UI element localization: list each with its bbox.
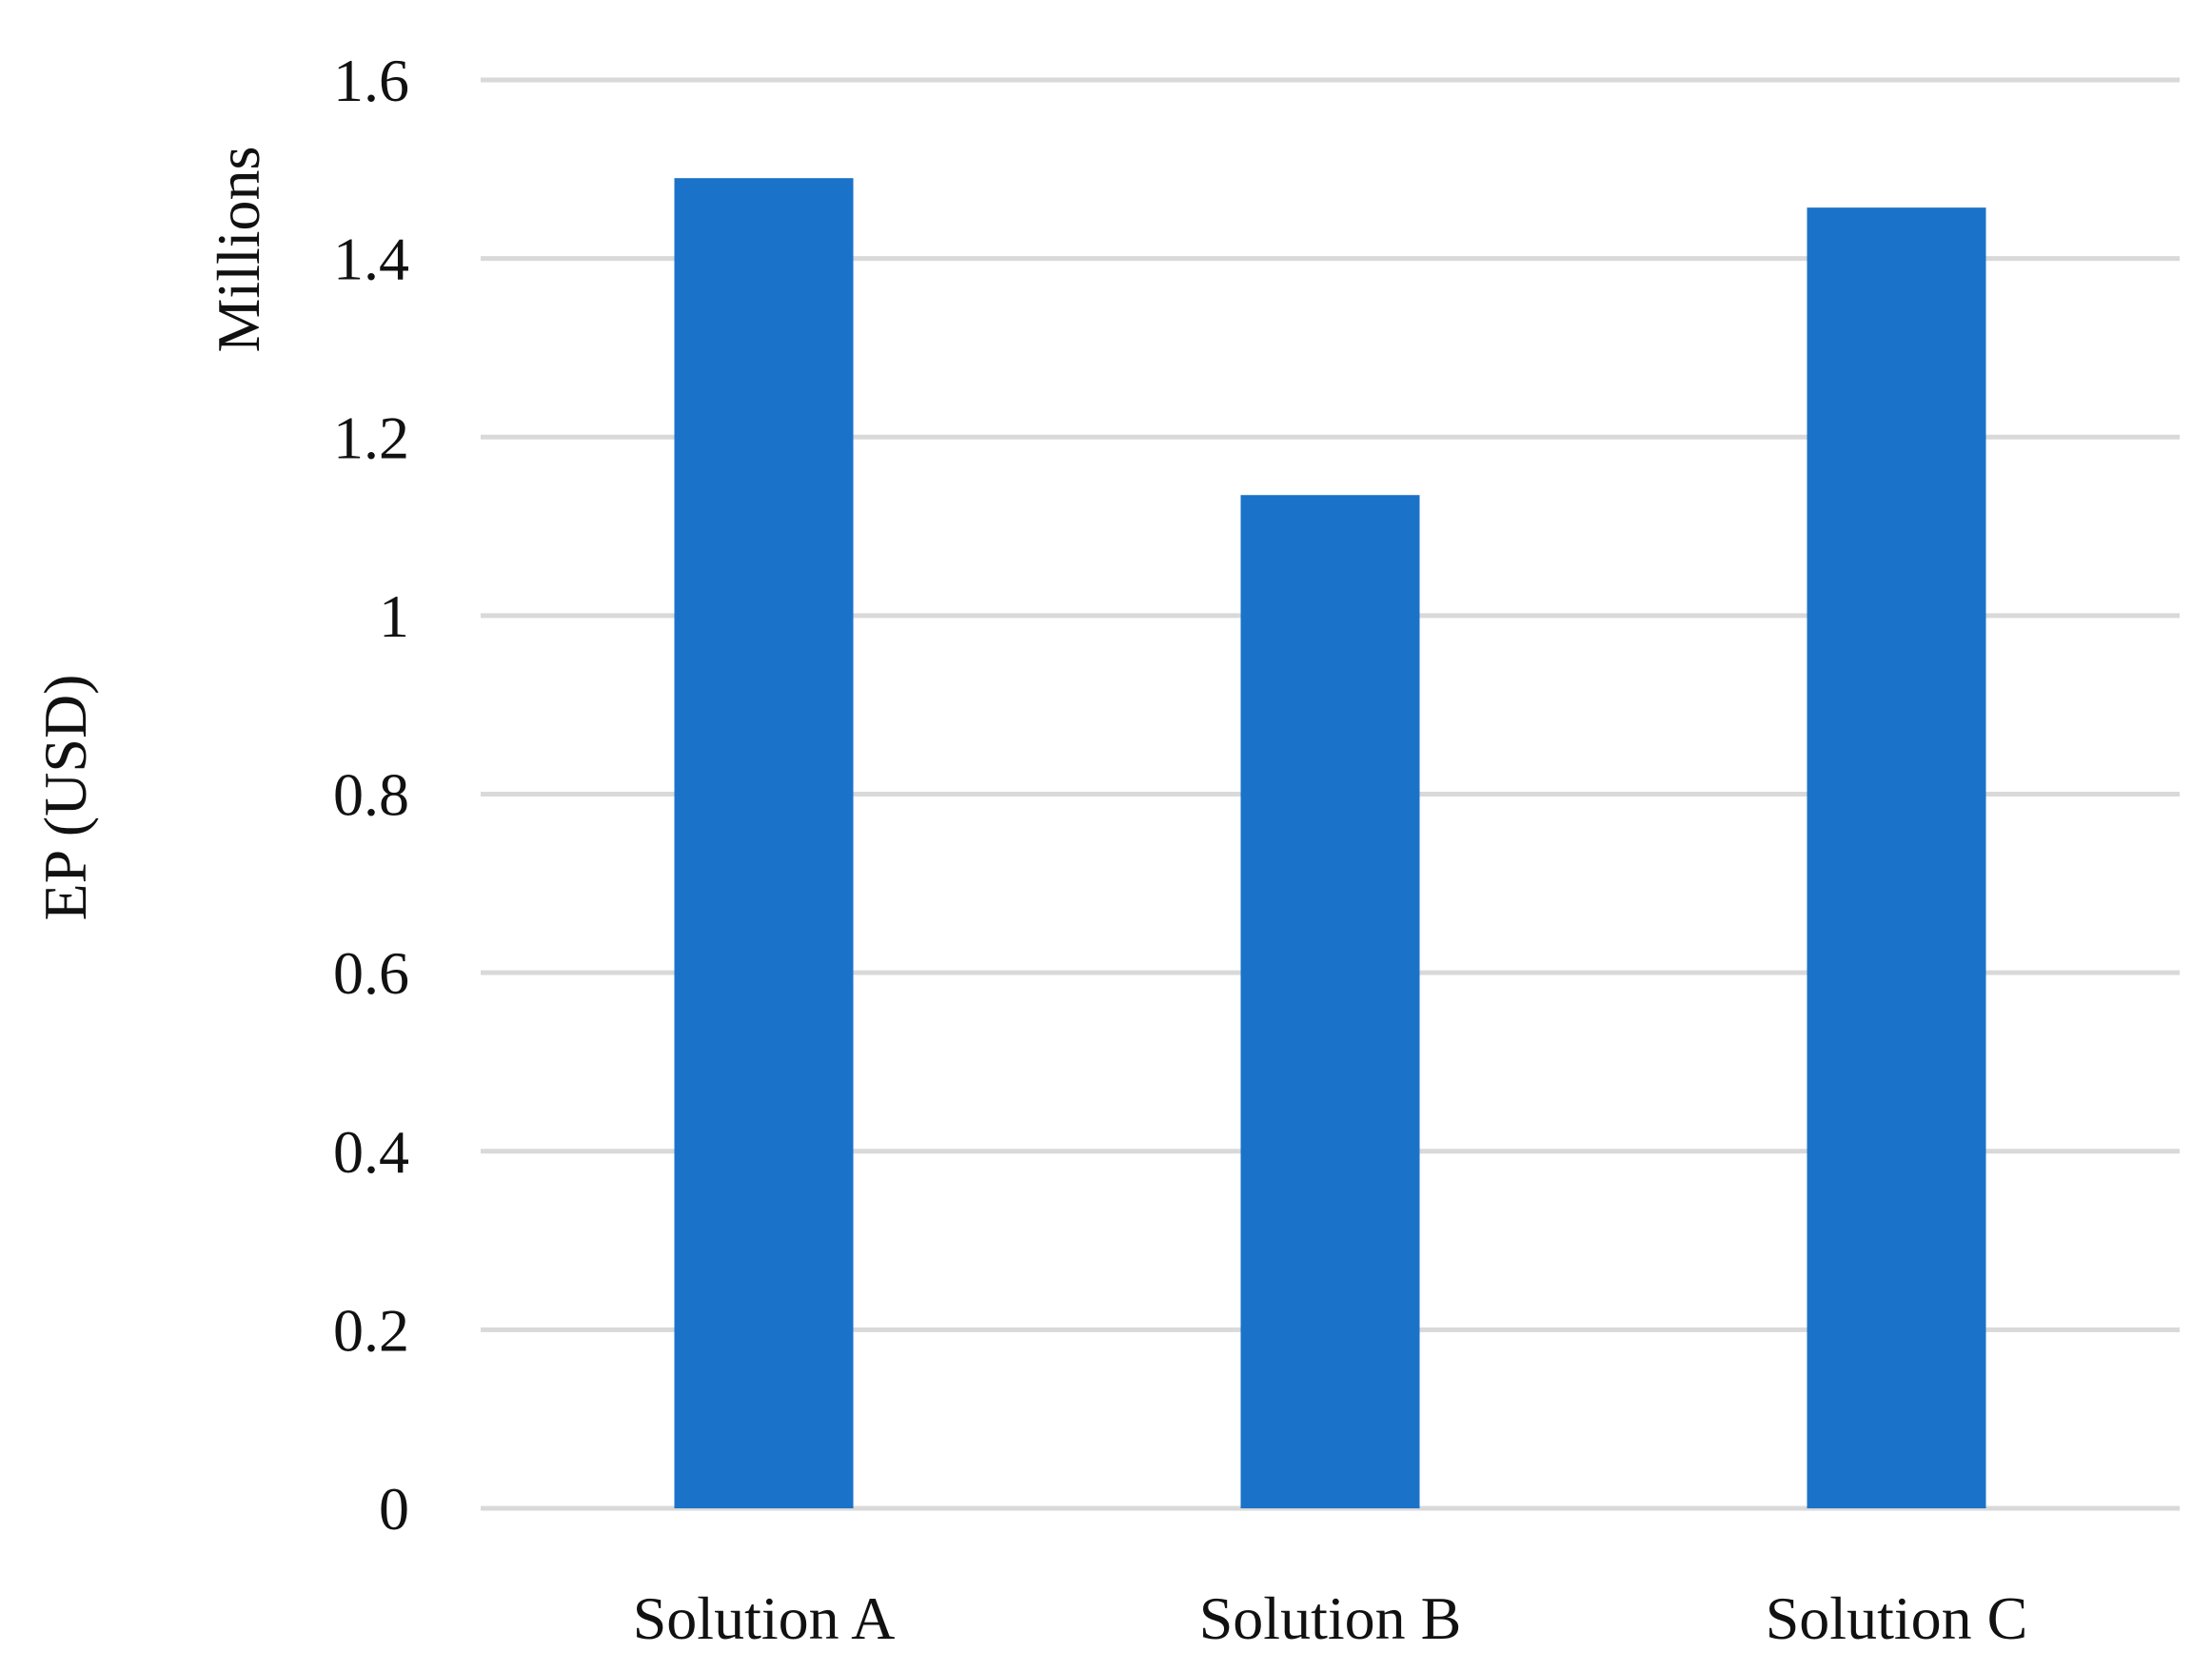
bars	[674, 178, 1986, 1509]
y-tick-labels: 0 0.2 0.4 0.6 0.8 1 1.2 1.4 1.6	[333, 47, 409, 1543]
y-tick-label: 0	[379, 1475, 409, 1543]
y-tick-label: 0.2	[333, 1296, 409, 1364]
bar-solution-b	[1240, 495, 1420, 1508]
x-category-label: Solution C	[1766, 1584, 2028, 1652]
y-tick-label: 0.4	[333, 1118, 409, 1186]
x-category-labels: Solution A Solution B Solution C	[633, 1584, 2028, 1652]
bar-solution-a	[674, 178, 854, 1509]
y-tick-label: 0.8	[333, 761, 409, 829]
x-category-label: Solution B	[1199, 1584, 1462, 1652]
y-tick-label: 1	[379, 582, 409, 650]
y-tick-label: 1.4	[333, 226, 409, 293]
bar-solution-c	[1807, 207, 1986, 1509]
y-axis-unit-label: Millions	[205, 147, 272, 353]
y-tick-label: 1.2	[333, 403, 409, 471]
x-category-label: Solution A	[633, 1584, 896, 1652]
y-tick-label: 1.6	[333, 47, 409, 114]
y-tick-label: 0.6	[333, 939, 409, 1007]
y-axis-title: EP (USD)	[31, 675, 99, 921]
